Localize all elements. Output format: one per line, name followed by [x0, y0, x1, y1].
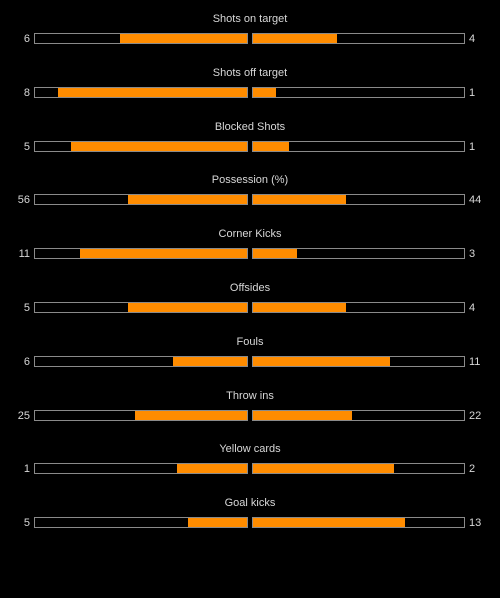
stat-row: Yellow cards 1 2: [0, 442, 500, 482]
away-bar-fill: [253, 464, 395, 474]
stat-label: Yellow cards: [219, 443, 281, 456]
away-bar-track: [252, 248, 465, 260]
away-bar-track: [252, 140, 465, 152]
stat-label: Throw ins: [226, 389, 274, 402]
away-value: 3: [469, 248, 476, 261]
away-value: 4: [469, 33, 476, 45]
stat-row: Fouls 6 11: [0, 335, 500, 375]
away-bar-fill: [253, 518, 405, 528]
home-value: 6: [23, 33, 30, 45]
home-bar-fill: [79, 249, 247, 259]
home-value: 5: [23, 140, 30, 153]
home-bar-track: [34, 194, 248, 206]
stat-row: Goal kicks 5 13: [0, 496, 500, 536]
stat-row: Possession (%) 56 44: [0, 173, 500, 213]
away-value: 22: [469, 409, 482, 422]
stat-label: Blocked Shots: [214, 120, 286, 133]
home-value: 8: [23, 86, 30, 99]
home-bar-track: [34, 248, 248, 260]
home-bar-track: [34, 140, 248, 152]
away-bar-fill: [253, 410, 353, 420]
home-value: 25: [17, 409, 30, 422]
stat-label: Shots off target: [212, 66, 288, 79]
home-bar-fill: [177, 464, 247, 474]
home-bar-track: [34, 355, 248, 367]
home-bar-fill: [187, 518, 247, 528]
stat-row: Shots on target 6 4: [0, 12, 500, 52]
away-bar-fill: [253, 303, 346, 312]
away-bar-track: [252, 302, 465, 313]
home-value: 6: [23, 355, 30, 368]
away-bar-track: [252, 463, 465, 475]
home-value: 1: [23, 463, 30, 476]
away-bar-track: [252, 517, 465, 529]
home-bar-fill: [172, 356, 247, 366]
stat-label: Shots on target: [212, 13, 288, 25]
home-bar-track: [34, 517, 248, 529]
home-value: 11: [18, 248, 30, 261]
stat-label: Goal kicks: [224, 497, 276, 510]
away-bar-track: [252, 409, 465, 421]
home-bar-fill: [58, 87, 247, 97]
home-bar-fill: [128, 195, 247, 205]
stat-row: Corner Kicks 11 3: [0, 227, 500, 267]
stat-row: Blocked Shots 5 1: [0, 120, 500, 160]
home-value: 56: [17, 194, 30, 207]
home-bar-track: [34, 86, 248, 98]
home-bar-track: [34, 463, 248, 475]
away-value: 1: [469, 140, 476, 153]
away-bar-fill: [253, 195, 346, 205]
home-value: 5: [23, 517, 30, 530]
home-bar-fill: [128, 303, 247, 312]
home-bar-track: [34, 302, 248, 313]
away-value: 13: [469, 517, 482, 530]
stat-row: Throw ins 25 22: [0, 389, 500, 429]
home-bar-fill: [134, 410, 247, 420]
stat-row: Shots off target 8 1: [0, 66, 500, 106]
away-bar-track: [252, 355, 465, 367]
away-value: 44: [469, 194, 482, 207]
home-value: 5: [23, 302, 30, 314]
home-bar-fill: [71, 141, 247, 151]
away-bar-track: [252, 194, 465, 206]
away-bar-fill: [253, 356, 391, 366]
home-bar-track: [34, 409, 248, 421]
away-bar-fill: [253, 141, 289, 151]
away-value: 11: [469, 355, 481, 368]
stat-label: Possession (%): [211, 174, 289, 187]
away-bar-track: [252, 33, 465, 44]
stat-label: Corner Kicks: [218, 228, 282, 241]
home-bar-track: [34, 33, 248, 44]
home-bar-fill: [119, 34, 247, 43]
stat-label: Offsides: [229, 282, 271, 294]
away-value: 4: [469, 302, 476, 314]
away-value: 2: [469, 463, 476, 476]
stat-row: Offsides 5 4: [0, 281, 500, 321]
away-bar-fill: [253, 34, 338, 43]
away-bar-fill: [253, 249, 298, 259]
away-bar-track: [252, 86, 465, 98]
away-value: 1: [469, 86, 476, 99]
stat-label: Fouls: [236, 335, 264, 348]
away-bar-fill: [253, 87, 277, 97]
